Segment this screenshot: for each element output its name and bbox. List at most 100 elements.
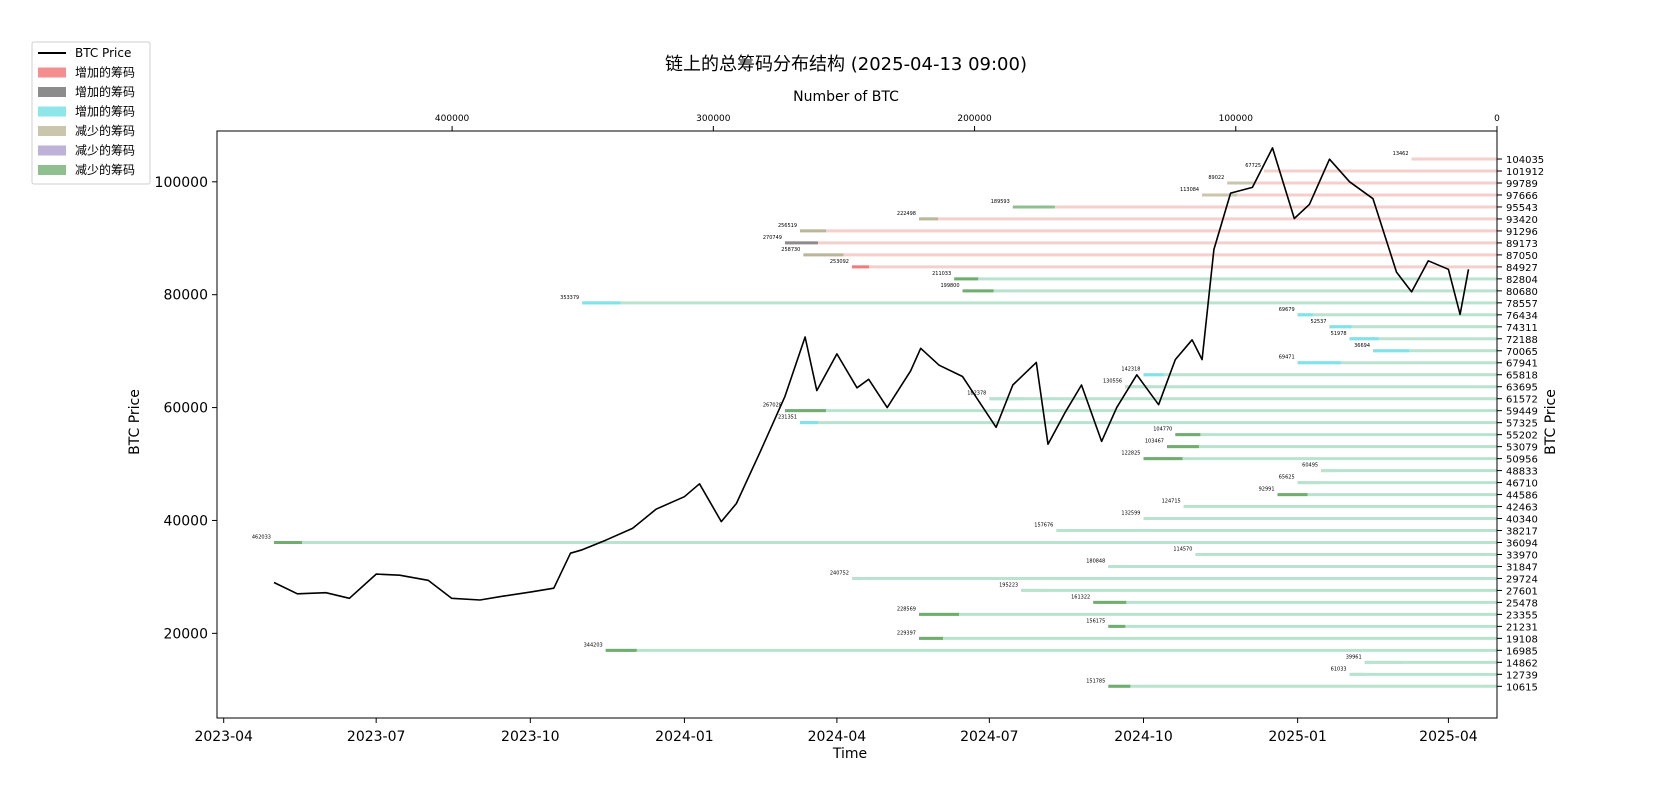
right-tick-label: 25478 — [1506, 598, 1538, 609]
top-tick-label: 400000 — [435, 114, 470, 124]
chip-band-label: 39961 — [1346, 654, 1362, 660]
chip-band-label: 253092 — [830, 259, 849, 265]
chip-band-labels: 13462 67725 89022 113084 189593 222498 256519 2… — [252, 151, 1409, 684]
y-tick-label: 60000 — [163, 401, 208, 417]
chip-band-label: 130556 — [1103, 379, 1122, 385]
chip-band-label: 52537 — [1311, 319, 1327, 325]
chip-band-label: 69679 — [1279, 307, 1295, 313]
chip-band-label: 240752 — [830, 570, 849, 576]
x-tick-label: 2023-04 — [194, 729, 253, 745]
right-tick-label: 10615 — [1506, 682, 1538, 693]
right-tick-label: 82804 — [1506, 275, 1538, 286]
right-tick-label: 91296 — [1506, 227, 1538, 238]
x-axis-ticks: 2023-04 2023-07 2023-10 2024-01 2024-04 2024-… — [194, 718, 1478, 745]
right-y-axis-label: BTC Price — [1543, 389, 1559, 455]
right-tick-label: 89173 — [1506, 239, 1538, 250]
legend-patch — [38, 106, 66, 117]
right-tick-label: 63695 — [1506, 383, 1538, 394]
chip-band-label: 13462 — [1393, 151, 1409, 157]
right-tick-label: 12739 — [1506, 670, 1538, 681]
right-tick-label: 53079 — [1506, 443, 1538, 454]
chip-band-label: 157676 — [1034, 523, 1053, 529]
legend-label: 减少的筹码 — [75, 123, 135, 138]
right-tick-label: 44586 — [1506, 491, 1538, 502]
right-tick-label: 87050 — [1506, 251, 1538, 262]
legend-label: 增加的筹码 — [75, 65, 135, 80]
right-tick-label: 59449 — [1506, 407, 1538, 418]
legend-patch — [38, 67, 66, 78]
chip-band-label: 114570 — [1173, 546, 1192, 552]
chip-band-label: 122825 — [1121, 451, 1140, 457]
chip-band-label: 462033 — [252, 534, 271, 540]
chip-band-label: 132599 — [1121, 511, 1140, 517]
chip-band-label: 267028 — [763, 403, 782, 409]
chip-band-label: 231351 — [778, 415, 797, 421]
right-tick-label: 101912 — [1506, 167, 1544, 178]
y-axis-ticks: 20000 40000 60000 80000 100000 — [155, 175, 217, 642]
right-tick-label: 76434 — [1506, 311, 1538, 322]
chip-band-label: 256519 — [778, 223, 797, 229]
chip-band-label: 161322 — [1071, 594, 1090, 600]
chip-band-label: 195223 — [999, 582, 1018, 588]
right-tick-label: 104035 — [1506, 155, 1544, 166]
legend-label: 增加的筹码 — [75, 104, 135, 119]
right-tick-label: 67941 — [1506, 359, 1538, 370]
top-axis-ticks: 400000 300000 200000 100000 0 — [435, 114, 1500, 131]
chip-band-label: 60495 — [1302, 463, 1318, 469]
right-tick-label: 31847 — [1506, 562, 1538, 573]
right-tick-label: 57325 — [1506, 419, 1538, 430]
chip-band-label: 69471 — [1279, 355, 1295, 361]
right-tick-label: 27601 — [1506, 586, 1538, 597]
legend-label: 减少的筹码 — [75, 143, 135, 158]
y-tick-label: 40000 — [163, 513, 208, 529]
legend-label: 增加的筹码 — [75, 84, 135, 99]
chip-band-label: 67725 — [1245, 163, 1261, 169]
chip-band-label: 222498 — [897, 211, 916, 217]
top-tick-label: 0 — [1494, 114, 1500, 124]
chip-band-label: 258730 — [781, 247, 800, 253]
right-tick-label: 21231 — [1506, 622, 1538, 633]
right-tick-label: 36094 — [1506, 538, 1538, 549]
legend-label: 减少的筹码 — [75, 162, 135, 177]
x-tick-label: 2025-04 — [1419, 729, 1478, 745]
right-tick-label: 19108 — [1506, 634, 1538, 645]
right-tick-label: 78557 — [1506, 299, 1538, 310]
right-tick-label: 33970 — [1506, 550, 1538, 561]
right-tick-label: 50956 — [1506, 455, 1538, 466]
x-tick-label: 2024-07 — [960, 729, 1019, 745]
legend-patch — [38, 165, 66, 175]
chip-band-label: 113084 — [1180, 187, 1199, 193]
right-tick-label: 95543 — [1506, 203, 1538, 214]
chip-band-label: 344203 — [584, 642, 603, 648]
right-tick-label: 72188 — [1506, 335, 1538, 346]
top-tick-label: 200000 — [957, 114, 992, 124]
right-tick-label: 42463 — [1506, 503, 1538, 514]
chip-bands — [273, 157, 1497, 688]
x-tick-label: 2023-07 — [347, 729, 406, 745]
right-tick-label: 84927 — [1506, 263, 1538, 274]
x-tick-label: 2023-10 — [501, 729, 560, 745]
chip-band-label: 103467 — [1145, 439, 1164, 445]
chip-band-label: 270749 — [763, 235, 782, 241]
right-tick-label: 61572 — [1506, 395, 1538, 406]
right-tick-label: 74311 — [1506, 323, 1538, 334]
chip-band-label: 142318 — [1121, 367, 1140, 373]
chip-band-label: 51978 — [1331, 331, 1347, 337]
chart-title: 链上的总筹码分布结构 (2025-04-13 09:00) — [665, 54, 1027, 75]
chip-band-label: 156175 — [1086, 618, 1105, 624]
top-tick-label: 100000 — [1219, 114, 1254, 124]
chip-band-label: 189593 — [991, 199, 1010, 205]
x-tick-label: 2024-01 — [655, 729, 714, 745]
plot-frame — [216, 130, 1498, 719]
chip-band-label: 89022 — [1208, 175, 1224, 181]
chip-band-label: 353379 — [560, 295, 579, 301]
right-tick-label: 46710 — [1506, 479, 1538, 490]
btc-price-line — [273, 147, 1470, 601]
right-tick-label: 97666 — [1506, 191, 1538, 202]
chip-band-label: 104770 — [1153, 427, 1172, 433]
chip-band-label: 199800 — [940, 283, 959, 289]
chip-band-label: 151785 — [1086, 678, 1105, 684]
right-tick-label: 55202 — [1506, 431, 1538, 442]
